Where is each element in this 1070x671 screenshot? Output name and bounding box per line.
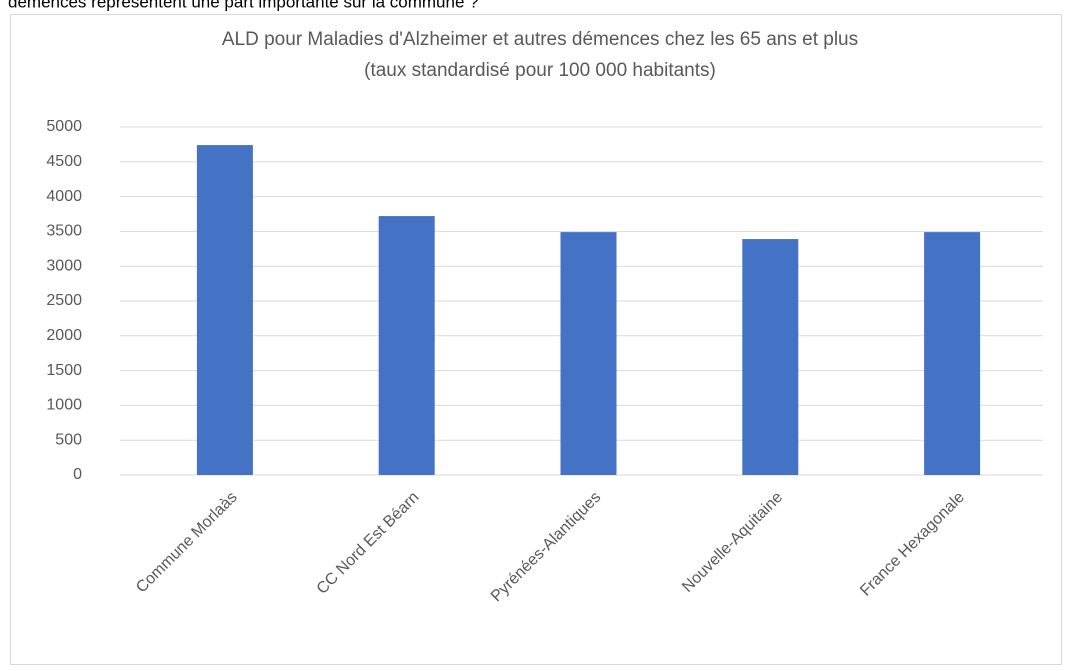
chart-title: ALD pour Maladies d'Alzheimer et autres … [222,29,858,50]
chart-frame [10,14,1062,665]
y-tick-label: 4500 [46,153,82,170]
y-tick-label: 2500 [46,292,82,309]
bar [378,216,435,475]
bar [196,145,253,475]
y-tick-label: 1000 [46,397,82,414]
bar [924,232,981,475]
bar [560,232,617,475]
page-text: démences représentent une part important… [8,0,479,11]
y-tick-label: 4000 [46,188,82,205]
y-tick-label: 500 [55,431,82,448]
y-tick-label: 1500 [46,362,82,379]
y-tick-label: 2000 [46,327,82,344]
chart-subtitle: (taux standardisé pour 100 000 habitants… [364,60,716,81]
y-tick-label: 5000 [46,118,82,135]
bar [742,239,799,475]
y-tick-label: 3000 [46,257,82,274]
y-tick-label: 3500 [46,223,82,240]
y-tick-label: 0 [73,466,82,483]
